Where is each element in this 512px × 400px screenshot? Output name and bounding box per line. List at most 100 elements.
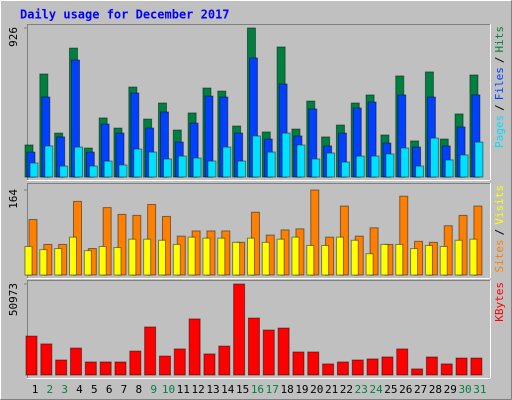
bar	[158, 355, 171, 376]
bar	[232, 241, 241, 276]
bar	[444, 159, 454, 178]
bar	[251, 135, 261, 178]
x-tick-label: 18	[280, 383, 293, 396]
bar	[187, 236, 196, 276]
bar	[24, 245, 33, 276]
x-tick-label: 5	[91, 383, 98, 396]
x-tick-label: 2	[47, 383, 54, 396]
legend-entry: Sites	[493, 239, 506, 272]
bar	[439, 245, 448, 276]
x-tick-label: 3	[61, 383, 68, 396]
legend: KBytes	[493, 282, 506, 322]
bar	[326, 152, 336, 178]
bar	[336, 361, 349, 376]
bar	[177, 155, 187, 178]
bar	[396, 348, 409, 376]
bar	[113, 247, 122, 276]
bar	[102, 207, 112, 276]
x-tick-label: 9	[150, 383, 157, 396]
x-tick-label: 29	[444, 383, 457, 396]
bar	[218, 345, 231, 376]
bar	[98, 245, 107, 276]
bar	[262, 329, 275, 376]
x-tick-label: 13	[206, 383, 219, 396]
bar	[173, 348, 186, 376]
bar	[203, 353, 216, 376]
bar	[380, 243, 389, 276]
x-tick-label: 14	[221, 383, 235, 396]
bar	[233, 283, 246, 376]
x-tick-label: 25	[384, 383, 397, 396]
bar	[306, 244, 315, 276]
bar	[247, 317, 260, 376]
bar	[454, 239, 463, 276]
bar	[144, 326, 157, 376]
bar	[192, 157, 202, 178]
bar	[369, 227, 379, 276]
bar	[365, 253, 374, 276]
bar	[157, 239, 166, 276]
x-tick-label: 10	[162, 383, 175, 396]
bar	[29, 162, 39, 178]
x-tick-label: 19	[295, 383, 308, 396]
bar	[40, 343, 53, 376]
x-tick-label: 11	[177, 383, 190, 396]
bar	[217, 237, 226, 276]
bar	[322, 363, 335, 376]
bar	[335, 236, 344, 276]
bar	[395, 243, 404, 276]
x-tick-label: 22	[340, 383, 353, 396]
bar	[385, 153, 395, 178]
bar	[355, 155, 365, 178]
bar	[39, 249, 48, 276]
y-tick-label: 50973	[7, 283, 20, 316]
bar	[103, 160, 113, 178]
bar	[381, 356, 394, 376]
x-tick-label: 23	[355, 383, 368, 396]
bar	[340, 161, 350, 178]
bar	[55, 359, 68, 376]
bar	[118, 164, 128, 178]
x-tick-label: 30	[458, 383, 471, 396]
bar	[69, 347, 82, 376]
bar	[276, 238, 285, 276]
legend-entry: Hits	[493, 26, 506, 53]
bar	[237, 160, 247, 178]
bar	[59, 165, 69, 178]
x-tick-label: 21	[325, 383, 338, 396]
bar	[84, 361, 97, 376]
x-tick-label: 31	[473, 383, 486, 396]
bar	[410, 248, 419, 276]
bar	[470, 357, 483, 376]
bar	[469, 238, 478, 276]
bar	[99, 361, 112, 376]
bar	[162, 158, 172, 178]
legend-separator: /	[493, 57, 506, 64]
bar	[370, 155, 380, 178]
legend-separator: /	[493, 104, 506, 111]
bar	[307, 351, 320, 376]
bar	[117, 213, 127, 276]
x-tick-label: 17	[266, 383, 279, 396]
bar	[261, 241, 270, 276]
bar	[68, 236, 77, 276]
bar	[207, 160, 217, 178]
bar	[411, 368, 424, 376]
bar	[188, 318, 201, 376]
bar	[281, 132, 291, 178]
bar	[83, 250, 92, 276]
x-tick-label: 27	[414, 383, 427, 396]
bar	[246, 237, 255, 276]
bar	[366, 358, 379, 376]
bar	[351, 359, 364, 376]
legend-entry: Files	[493, 67, 506, 100]
bar	[400, 147, 410, 178]
bar	[350, 239, 359, 276]
y-tick-label: 164	[7, 189, 20, 209]
x-tick-label: 16	[251, 383, 264, 396]
bar	[311, 158, 321, 178]
x-tick-label: 7	[121, 383, 128, 396]
bar	[88, 165, 98, 178]
bar	[277, 327, 290, 376]
